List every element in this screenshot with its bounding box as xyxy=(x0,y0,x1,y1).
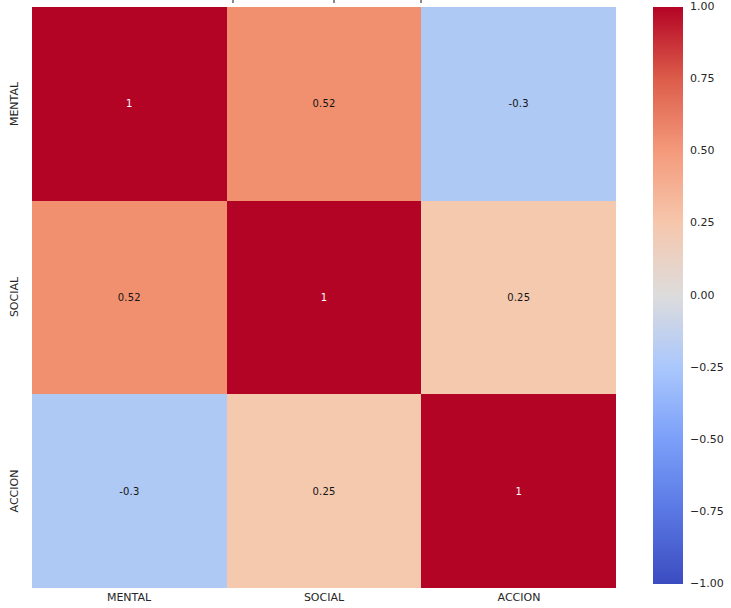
heatmap-cell-social-social: 1 xyxy=(227,201,422,395)
cropped-title-mark xyxy=(420,0,422,3)
cropped-title-mark xyxy=(333,0,335,3)
colorbar-tick-label: 0.00 xyxy=(690,289,724,303)
x-tick-label-social: SOCIAL xyxy=(304,591,344,604)
colorbar-tick-label: 0.25 xyxy=(690,216,724,230)
colorbar-tick-label: −1.00 xyxy=(690,577,724,591)
colorbar-tick-label: −0.25 xyxy=(690,361,724,375)
y-tick-label-mental: MENTAL xyxy=(8,82,21,126)
colorbar-gradient xyxy=(653,7,683,584)
heatmap-cell-accion-mental: -0.3 xyxy=(32,394,227,588)
heatmap-cell-accion-accion: 1 xyxy=(421,394,616,588)
colorbar-tick-labels: 1.00 0.75 0.50 0.25 0.00 −0.25 −0.50 −0.75 −1.00 xyxy=(690,0,724,591)
heatmap-cell-mental-accion: -0.3 xyxy=(421,7,616,201)
colorbar-tick-label: 0.75 xyxy=(690,72,724,86)
colorbar-tick-label: 0.50 xyxy=(690,144,724,158)
x-tick-label-mental: MENTAL xyxy=(107,591,151,604)
y-tick-label-accion: ACCION xyxy=(8,470,21,513)
colorbar-tick-label: 1.00 xyxy=(690,0,724,14)
heatmap-cell-social-accion: 0.25 xyxy=(421,201,616,395)
colorbar-tick-label: −0.50 xyxy=(690,433,724,447)
heatmap-grid: 10.52-0.30.5210.25-0.30.251 xyxy=(32,7,616,588)
cropped-title-mark xyxy=(232,0,234,3)
heatmap-cell-social-mental: 0.52 xyxy=(32,201,227,395)
colorbar-tick-label: −0.75 xyxy=(690,505,724,519)
y-tick-label-social: SOCIAL xyxy=(8,277,21,317)
x-tick-label-accion: ACCION xyxy=(498,591,541,604)
heatmap-cell-mental-mental: 1 xyxy=(32,7,227,201)
correlation-heatmap-figure: 10.52-0.30.5210.25-0.30.251 MENTAL SOCIA… xyxy=(0,0,731,608)
heatmap-cell-mental-social: 0.52 xyxy=(227,7,422,201)
heatmap-cell-accion-social: 0.25 xyxy=(227,394,422,588)
